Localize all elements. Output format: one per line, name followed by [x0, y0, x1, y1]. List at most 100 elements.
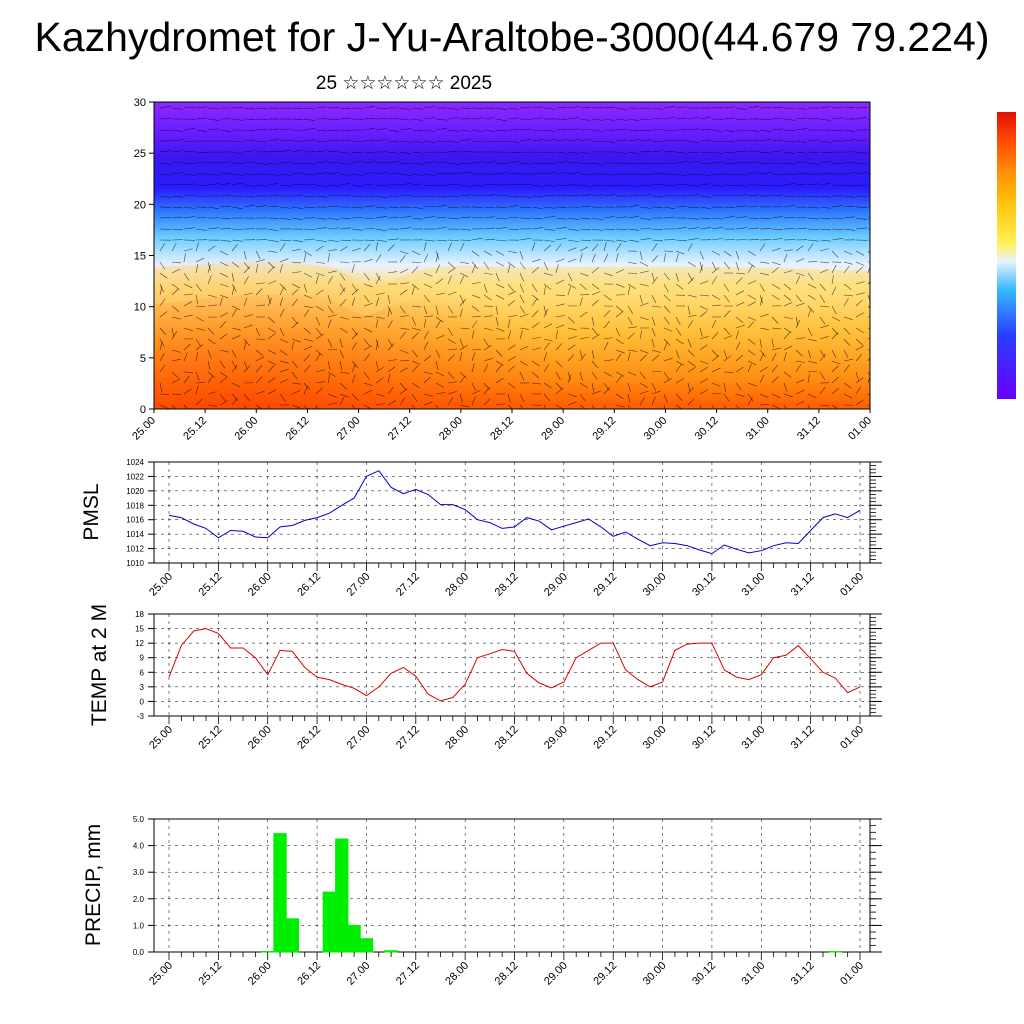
x-tick-label: 30.00	[641, 724, 669, 752]
precip-bar	[335, 838, 349, 953]
x-tick-label: 28.12	[493, 724, 521, 752]
x-tick-label: 31.12	[795, 415, 823, 443]
y-tick-label: 5.0	[133, 815, 145, 824]
precip-bar	[359, 938, 374, 953]
y-tick-label: 0	[140, 404, 146, 416]
x-tick-label: 26.00	[232, 415, 260, 443]
x-tick-label: 31.00	[739, 724, 767, 752]
y-tick-label: 25	[134, 148, 146, 160]
x-tick-label: 29.00	[539, 415, 567, 443]
y-tick-label: 0	[140, 697, 145, 706]
x-tick-label: 01.00	[846, 415, 874, 443]
y-tick-label: 12	[135, 639, 144, 648]
precip-y-label: PRECIP, mm	[82, 824, 105, 946]
x-tick-label: 29.00	[542, 724, 570, 752]
precip-bar	[347, 924, 361, 953]
x-tick-label: 25.00	[147, 571, 175, 599]
heatmap-x-axis: 25.00 25.12 26.00 26.12 27.00 27.12 28.00 28.12…	[130, 409, 874, 443]
precip-bar	[322, 891, 337, 953]
x-tick-label: 28.00	[443, 571, 471, 599]
x-tick-label: 30.00	[641, 571, 669, 599]
x-tick-label: 28.12	[493, 571, 521, 599]
x-tick-label: 29.00	[542, 960, 570, 988]
x-tick-label: 30.00	[641, 960, 669, 988]
x-tick-label: 31.12	[789, 571, 817, 599]
y-tick-label: 1014	[126, 530, 144, 539]
x-tick-label: 27.12	[394, 571, 422, 599]
y-tick-label: 1024	[126, 458, 144, 467]
chart-subtitle: 25 ☆☆☆☆☆☆ 2025	[315, 73, 493, 94]
y-tick-label: 18	[135, 610, 144, 619]
temp-panel: -3 0 3 6 9 12 15 18 25.00 25.12 26.00 26.12 27.00 27.…	[88, 604, 882, 752]
y-tick-label: 20	[134, 199, 146, 211]
x-tick-label: 26.00	[246, 960, 274, 988]
x-tick-label: 30.00	[642, 415, 670, 443]
pmsl-y-label: PMSL	[80, 483, 103, 540]
x-tick-label: 26.00	[246, 724, 274, 752]
precip-bar	[261, 951, 275, 953]
chart-title: Kazhydromet for J-Yu-Araltobe-3000(44.67…	[34, 14, 990, 60]
x-tick-label: 29.12	[591, 724, 619, 752]
x-tick-label: 30.12	[693, 415, 721, 443]
heatmap-y-axis: 0 5 10 15 20 25 30	[134, 97, 154, 416]
x-tick-label: 29.00	[542, 571, 570, 599]
x-tick-label: 27.00	[345, 960, 373, 988]
y-tick-label: 2.0	[133, 895, 145, 904]
x-tick-label: 25.12	[197, 724, 225, 752]
x-tick-label: 01.00	[838, 960, 866, 988]
x-tick-label: 31.12	[789, 724, 817, 752]
x-tick-label: 27.00	[335, 415, 363, 443]
cross-section-panel: 0 5 10 15 20 25 30 25.00 25.12 26.00 26.12 27.00 27…	[130, 97, 874, 443]
x-tick-label: 28.00	[437, 415, 465, 443]
y-tick-label: 1018	[126, 501, 144, 510]
x-tick-label: 27.00	[345, 724, 373, 752]
y-tick-label: 10	[134, 302, 146, 314]
x-tick-label: 26.12	[284, 415, 312, 443]
y-tick-label: 0.0	[133, 948, 145, 957]
precip-bar	[384, 950, 398, 953]
x-tick-label: 31.00	[739, 960, 767, 988]
x-tick-label: 28.00	[443, 960, 471, 988]
y-tick-label: 1016	[126, 516, 144, 525]
x-tick-label: 25.00	[147, 960, 175, 988]
x-tick-label: 26.00	[246, 571, 274, 599]
precip-bar	[273, 833, 287, 953]
x-tick-label: 28.12	[493, 960, 521, 988]
x-tick-label: 01.00	[838, 571, 866, 599]
y-tick-label: 3	[140, 683, 145, 692]
pmsl-frame	[153, 461, 871, 564]
y-tick-label: 1022	[126, 472, 144, 481]
x-tick-label: 30.12	[690, 724, 718, 752]
x-tick-label: 26.12	[295, 571, 323, 599]
y-tick-label: 9	[140, 654, 145, 663]
y-tick-label: 5	[140, 353, 146, 365]
precip-panel: 0.0 1.0 2.0 3.0 4.0 5.0 25.00 25.12 26.00 26.12 27…	[82, 815, 882, 988]
x-tick-label: 25.00	[147, 724, 175, 752]
x-tick-label: 31.00	[739, 571, 767, 599]
colorbar	[997, 112, 1016, 399]
y-tick-label: 6	[140, 668, 145, 677]
x-tick-label: 28.00	[443, 724, 471, 752]
wind-barbs	[159, 105, 870, 409]
precip-bar	[285, 918, 300, 953]
pmsl-panel: 1010 1012 1014 1016 1018 1020 1022 1024 25.00 25.…	[80, 458, 882, 599]
x-tick-label: 25.12	[197, 571, 225, 599]
x-tick-label: 27.12	[386, 415, 414, 443]
x-tick-label: 28.12	[488, 415, 516, 443]
y-tick-label: 3.0	[133, 868, 145, 877]
y-tick-label: 15	[134, 251, 146, 263]
y-tick-label: 1.0	[133, 921, 145, 930]
precip-bar	[828, 951, 843, 953]
x-tick-label: 27.00	[345, 571, 373, 599]
pmsl-series-line	[168, 470, 861, 555]
x-tick-label: 25.00	[130, 415, 158, 443]
x-tick-label: 29.12	[591, 960, 619, 988]
x-tick-label: 31.00	[744, 415, 772, 443]
x-tick-label: 30.12	[690, 960, 718, 988]
y-tick-label: -3	[137, 712, 145, 721]
x-tick-label: 27.12	[394, 960, 422, 988]
temp-series-line	[168, 628, 861, 702]
x-tick-label: 29.12	[591, 571, 619, 599]
y-tick-label: 15	[135, 625, 144, 634]
